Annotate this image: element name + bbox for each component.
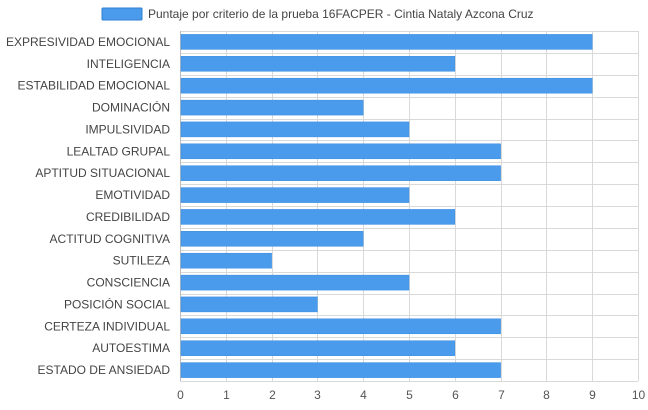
bar	[180, 362, 501, 378]
bar	[180, 296, 318, 313]
category-label: APTITUD SITUACIONAL	[35, 166, 170, 180]
bar	[180, 34, 593, 50]
category-label: AUTOESTIMA	[92, 341, 170, 355]
category-label: IMPULSIVIDAD	[85, 122, 170, 136]
x-tick-label: 3	[314, 388, 321, 402]
bar	[180, 318, 501, 335]
category-label: CONSCIENCIA	[87, 276, 170, 290]
x-tick-label: 0	[177, 388, 184, 402]
bars	[180, 34, 593, 378]
bar	[180, 143, 501, 160]
legend[interactable]: Puntaje por criterio de la prueba 16FACP…	[101, 7, 534, 21]
x-tick-label: 4	[360, 388, 367, 402]
category-label: POSICIÓN SOCIAL	[64, 296, 170, 311]
bar	[180, 231, 364, 247]
category-label: CERTEZA INDIVIDUAL	[44, 319, 170, 333]
bar	[180, 274, 410, 291]
x-tick-label: 7	[498, 388, 505, 402]
category-label: ESTABILIDAD EMOCIONAL	[18, 79, 171, 93]
bar	[180, 77, 593, 94]
category-label: LEALTAD GRUPAL	[67, 144, 171, 158]
category-label: ESTADO DE ANSIEDAD	[38, 363, 171, 377]
category-label: EMOTIVIDAD	[95, 188, 170, 202]
x-tick-label: 6	[452, 388, 459, 402]
category-label: DOMINACIÓN	[92, 100, 170, 115]
x-tick-label: 5	[406, 388, 413, 402]
bar	[180, 121, 410, 138]
category-label: INTELIGENCIA	[87, 57, 170, 71]
bar	[180, 187, 410, 203]
bar	[180, 209, 456, 225]
x-tick-label: 10	[632, 388, 646, 402]
legend-label[interactable]: Puntaje por criterio de la prueba 16FACP…	[148, 7, 534, 21]
x-tick-label: 2	[269, 388, 276, 402]
legend-swatch[interactable]	[101, 7, 143, 21]
bar	[180, 340, 456, 356]
category-label: CREDIBILIDAD	[86, 210, 170, 224]
x-tick-label: 9	[589, 388, 596, 402]
category-labels: EXPRESIVIDAD EMOCIONAL INTELIGENCIA ESTABI…	[6, 35, 170, 377]
bar	[180, 252, 272, 269]
category-label: SUTILEZA	[113, 254, 170, 268]
bar	[180, 165, 501, 181]
x-tick-label: 1	[223, 388, 230, 402]
bar	[180, 99, 364, 116]
bar	[180, 56, 456, 72]
category-label: EXPRESIVIDAD EMOCIONAL	[6, 35, 170, 49]
x-tick-label: 8	[543, 388, 550, 402]
x-axis-tick-labels: 0 1 2 3 4 5 6 7 8 9 10	[177, 388, 645, 402]
category-label: ACTITUD COGNITIVA	[50, 232, 170, 246]
